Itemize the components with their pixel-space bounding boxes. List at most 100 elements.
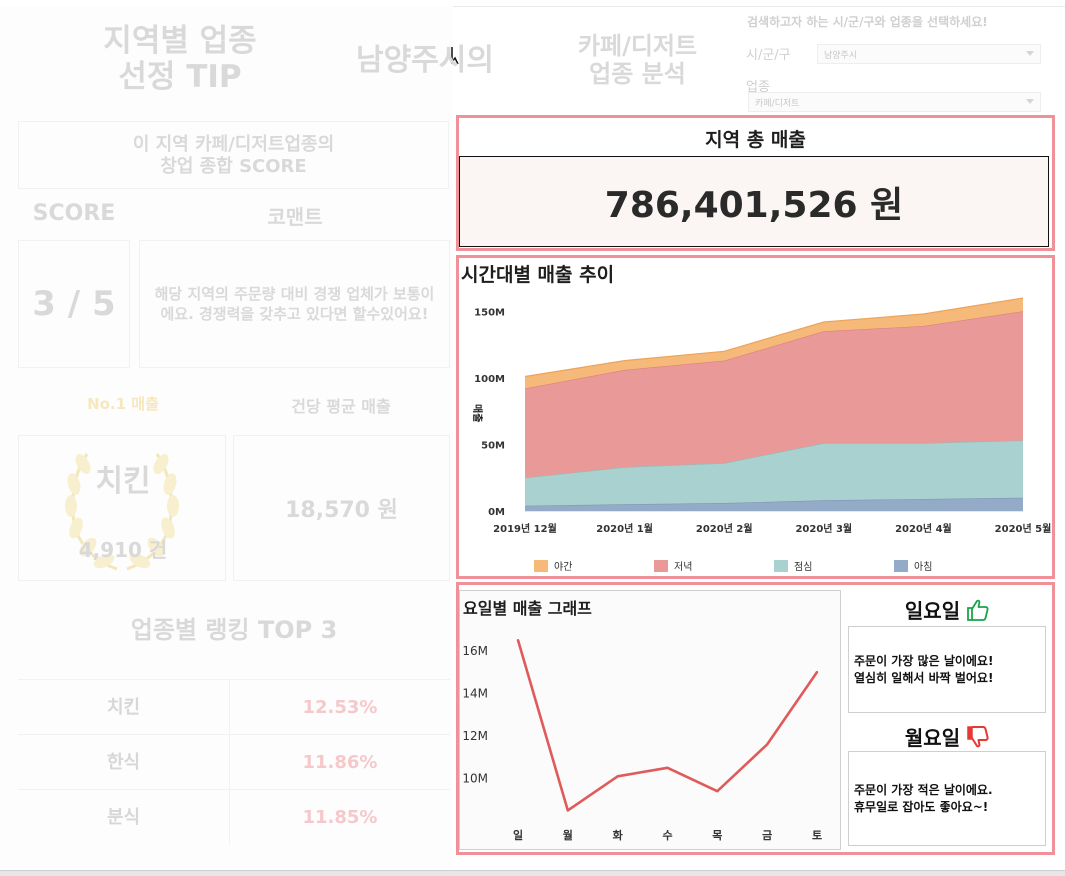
ranking-name: 한식	[18, 734, 230, 790]
total-sales-box: 786,401,526 원	[459, 156, 1049, 247]
area-y-tick-label: 150M	[474, 307, 505, 318]
area-x-tick-label: 2020년 4월	[895, 522, 952, 535]
weekday-sales-panel: 요일별 매출 그래프 10M 12M 14M 16M 일 월 화 수 목 금 토 일요일 주문이 가…	[456, 582, 1055, 855]
chevron-down-icon	[1026, 51, 1034, 56]
region-select[interactable]: 남양주시	[817, 44, 1041, 64]
tip-title-line1: 지역별 업종	[103, 23, 257, 59]
thumbs-down-icon	[967, 725, 989, 747]
industry-title-line1: 카페/디저트	[577, 32, 698, 60]
legend-swatch	[894, 559, 908, 572]
region-filter-label: 시/군/구	[746, 48, 791, 63]
no1-order-count: 4,910 건	[78, 538, 168, 562]
total-sales-value: 786,401,526 원	[604, 184, 904, 226]
area-y-tick-label: 50M	[481, 440, 505, 451]
industry-select[interactable]: 카페/디저트	[748, 92, 1041, 112]
legend-label: 점심	[794, 562, 813, 573]
line-x-tick-label: 금	[762, 829, 772, 842]
no1-sales-label: No.1 매출	[87, 395, 159, 413]
area-y-tick-label: 0M	[488, 507, 505, 518]
region-select-value: 남양주시	[824, 50, 858, 61]
thumbs-up-icon	[967, 599, 989, 621]
industry-select-value: 카페/디저트	[755, 98, 800, 109]
mouse-cursor-icon	[451, 47, 459, 65]
line-y-tick-label: 12M	[462, 729, 488, 743]
total-sales-title: 지역 총 매출	[705, 129, 806, 151]
laurel-wreath-icon	[65, 453, 179, 571]
worst-day-header: 월요일	[845, 722, 1050, 751]
score-heading-box: 이 지역 카페/디저트업종의 창업 종합 SCORE	[18, 121, 449, 189]
weekday-sales-point	[716, 790, 719, 793]
score-heading-line1: 이 지역 카페/디저트업종의	[132, 134, 335, 155]
line-x-tick-label: 토	[812, 829, 822, 842]
avg-sales-box: 18,570 원	[233, 435, 450, 581]
time-chart-title: 시간대별 매출 추이	[461, 264, 615, 286]
area-x-tick-label: 2020년 5월	[995, 522, 1052, 535]
best-day-header: 일요일	[845, 595, 1050, 624]
ranking-name: 치킨	[18, 679, 230, 735]
area-legend: 야간 저녁 점심 아침	[534, 558, 1054, 573]
ranking-title: 업종별 랭킹 TOP 3	[130, 616, 338, 644]
weekday-sales-point	[666, 766, 669, 770]
score-value: 3 / 5	[32, 284, 116, 324]
weekday-sales-line	[516, 639, 819, 812]
avg-sales-value: 18,570 원	[285, 498, 398, 523]
area-y-tick-label: 100M	[474, 374, 505, 385]
weekday-sales-point	[765, 743, 769, 746]
ranking-percent: 11.85%	[302, 806, 378, 828]
area-series-아침	[525, 497, 1023, 511]
industry-title: 카페/디저트 업종 분석	[555, 32, 720, 88]
time-sales-panel: 시간대별 매출 추이 매출 0M 50M 100M 150M 2019년 12월 2020…	[456, 255, 1055, 579]
best-day-text-line1: 주문이 가장 많은 날이에요!	[854, 653, 994, 668]
legend-item-dinner: 저녁	[654, 558, 774, 573]
line-x-tick-label: 월	[563, 828, 573, 842]
legend-item-morning: 아침	[894, 558, 1014, 573]
area-series-점심	[525, 440, 1023, 506]
area-y-axis-label: 매출	[471, 404, 484, 422]
legend-label: 야간	[554, 562, 573, 573]
best-day-comment: 주문이 가장 많은 날이에요! 열심히 일해서 바짝 벌어요!	[848, 626, 1046, 713]
area-series-edge	[524, 297, 1024, 378]
weekday-sales-point	[516, 638, 520, 642]
area-x-tick-label: 2020년 3월	[795, 522, 852, 535]
weekday-sales-point	[616, 775, 619, 778]
best-day-text-line2: 열심히 일해서 바짝 벌어요!	[854, 670, 994, 685]
chevron-down-icon	[1026, 99, 1034, 104]
score-heading-line2: 창업 종합 SCORE	[160, 156, 307, 177]
legend-swatch	[654, 559, 668, 572]
weekday-sales-point	[815, 670, 819, 674]
no1-industry-name: 치킨	[95, 464, 151, 499]
filter-instruction: 검색하고자 하는 시/군/구와 업종을 선택하세요!	[747, 15, 988, 29]
ranking-name: 분식	[18, 789, 230, 845]
area-x-tick-label: 2020년 1월	[596, 522, 653, 535]
line-y-tick-label: 16M	[462, 644, 488, 658]
line-y-tick-label: 14M	[462, 686, 488, 700]
best-day-label: 일요일	[904, 599, 961, 623]
line-x-tick-label: 화	[613, 828, 623, 842]
worst-day-comment: 주문이 가장 적은 날이에요. 휴무일로 잡아도 좋아요~!	[848, 751, 1046, 846]
region-title: 남양주시의	[356, 43, 494, 78]
line-x-tick-label: 수	[662, 829, 672, 842]
worst-day-text-line1: 주문이 가장 적은 날이에요.	[854, 782, 993, 797]
tip-title-line2: 선정 TIP	[118, 58, 242, 95]
legend-swatch	[774, 559, 788, 572]
avg-sales-label: 건당 평균 매출	[291, 397, 391, 416]
ranking-percent: 12.53%	[302, 696, 378, 718]
left-summary-panel: 지역별 업종 선정 TIP 이 지역 카페/디저트업종의 창업 종합 SCORE…	[0, 6, 453, 868]
legend-item-night: 야간	[534, 558, 654, 573]
weekday-chart-box: 요일별 매출 그래프 10M 12M 14M 16M 일 월 화 수 목 금 토	[459, 590, 841, 850]
total-sales-panel: 지역 총 매출 786,401,526 원	[456, 115, 1055, 251]
score-value-box: 3 / 5	[18, 240, 130, 368]
tip-title: 지역별 업종 선정 TIP	[70, 23, 290, 95]
area-x-tick-label: 2019년 12월	[493, 522, 557, 535]
comment-label: 코맨트	[267, 205, 323, 229]
weekday-chart-title: 요일별 매출 그래프	[463, 599, 592, 618]
area-x-tick-label: 2020년 2월	[696, 522, 753, 535]
no1-sales-box: 치킨 4,910 건	[18, 435, 226, 581]
industry-filter-label: 업종	[746, 80, 770, 95]
worst-day-label: 월요일	[904, 726, 961, 750]
ranking-row: 분식 11.85%	[18, 789, 450, 845]
weekday-line-chart: 10M 12M 14M 16M 일 월 화 수 목 금 토	[462, 638, 822, 842]
line-x-tick-label: 일	[513, 828, 523, 842]
comment-text: 해당 지역의 주문량 대비 경쟁 업체가 보통이에요. 경쟁력을 갖추고 있다면…	[154, 285, 435, 323]
ranking-row: 치킨 12.53%	[18, 679, 450, 735]
